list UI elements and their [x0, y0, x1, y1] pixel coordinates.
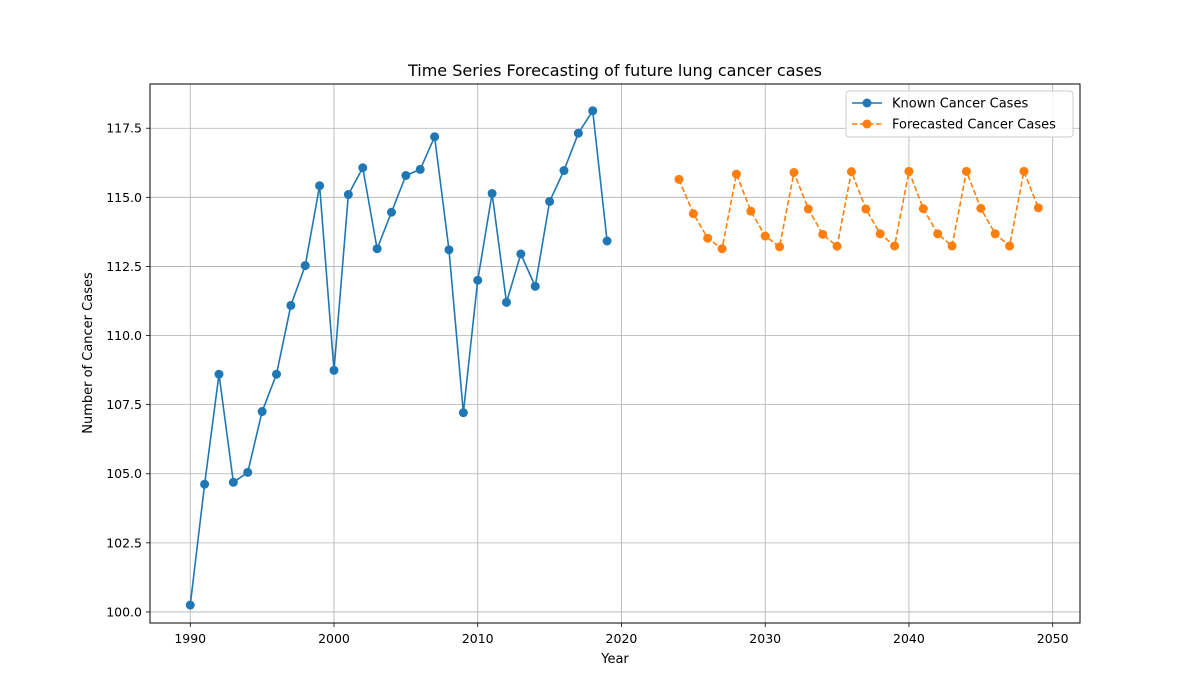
- series-0-point: [559, 166, 569, 176]
- series-0-point: [386, 207, 396, 217]
- series-1-point: [875, 229, 885, 239]
- series-0-point: [573, 128, 583, 138]
- series-0-point: [415, 164, 425, 174]
- series-1-point: [933, 229, 943, 239]
- grid: [150, 84, 1080, 623]
- series-0-point: [329, 365, 339, 375]
- series-0-point: [214, 369, 224, 379]
- series-0-point: [271, 369, 281, 379]
- legend-marker-known: [862, 98, 872, 108]
- series-1-point: [832, 241, 842, 251]
- y-tick-label: 102.5: [106, 535, 142, 550]
- series-0-point: [185, 600, 195, 610]
- series-1-point: [1019, 166, 1029, 176]
- series-0-point: [501, 297, 511, 307]
- legend-box: [845, 90, 1074, 138]
- y-tick-label: 105.0: [106, 466, 142, 481]
- series-0-point: [401, 170, 411, 180]
- series-1-point: [703, 233, 713, 243]
- series-1-point: [803, 204, 813, 214]
- series-0-point: [243, 467, 253, 477]
- series-1-point: [731, 169, 741, 179]
- series-0-point: [545, 196, 555, 206]
- series-layer: [185, 106, 1043, 610]
- y-tick-label: 117.5: [106, 121, 142, 136]
- series-0-point: [588, 106, 598, 116]
- series-1-point: [789, 167, 799, 177]
- y-tick-label: 115.0: [106, 190, 142, 205]
- y-tick-label: 110.0: [106, 328, 142, 343]
- legend: Known Cancer Cases Forecasted Cancer Cas…: [845, 90, 1074, 138]
- series-0-point: [473, 275, 483, 285]
- series-1-point: [1005, 241, 1015, 251]
- series-1-point: [861, 204, 871, 214]
- x-tick-label: 1990: [174, 631, 206, 646]
- series-0-point: [315, 181, 325, 191]
- series-0-point: [602, 236, 612, 246]
- series-1-point: [688, 209, 698, 219]
- series-0-point: [200, 479, 210, 489]
- x-tick-label: 2010: [462, 631, 494, 646]
- chart-title: Time Series Forecasting of future lung c…: [407, 61, 822, 80]
- series-1-point: [717, 244, 727, 254]
- series-0-point: [530, 281, 540, 291]
- series-1-point: [1033, 203, 1043, 213]
- series-0-point: [458, 408, 468, 418]
- plot-frame: [149, 83, 1081, 624]
- series-1-point: [674, 174, 684, 184]
- series-0-point: [372, 244, 382, 254]
- legend-label-known: Known Cancer Cases: [892, 97, 1028, 112]
- x-tick-label: 2050: [1037, 631, 1069, 646]
- series-line-1: [678, 168, 1040, 251]
- series-0-point: [430, 132, 440, 142]
- series-1-point: [904, 166, 914, 176]
- y-tick-label: 107.5: [106, 397, 142, 412]
- series-1-point: [846, 167, 856, 177]
- series-0-point: [444, 245, 454, 255]
- ticks: 1990 2000 2010 2020 2030 2040 2050 100.0 102.5 10…: [106, 121, 1068, 646]
- series-1-point: [961, 166, 971, 176]
- legend-label-forecast: Forecasted Cancer Cases: [892, 118, 1056, 133]
- y-axis-label: Number of Cancer Cases: [81, 272, 96, 434]
- x-tick-label: 2030: [749, 631, 781, 646]
- y-tick-label: 112.5: [106, 259, 142, 274]
- series-1-point: [775, 242, 785, 252]
- x-axis-label: Year: [600, 652, 629, 667]
- series-0-point: [286, 300, 296, 310]
- series-0-point: [516, 249, 526, 259]
- legend-marker-forecast: [862, 119, 872, 129]
- series-0-point: [257, 407, 267, 417]
- series-1-point: [760, 231, 770, 241]
- series-1-point: [890, 241, 900, 251]
- x-tick-label: 2020: [606, 631, 638, 646]
- series-1-point: [818, 229, 828, 239]
- series-line-0: [189, 108, 608, 606]
- series-0-point: [343, 190, 353, 200]
- y-tick-label: 100.0: [106, 604, 142, 619]
- series-0-point: [358, 163, 368, 173]
- series-1-point: [947, 241, 957, 251]
- series-0-point: [228, 477, 238, 487]
- series-1-point: [976, 203, 986, 213]
- x-tick-label: 2040: [893, 631, 925, 646]
- series-1-point: [746, 206, 756, 216]
- series-0-point: [487, 188, 497, 198]
- series-0-point: [300, 261, 310, 271]
- x-tick-label: 2000: [318, 631, 350, 646]
- series-1-point: [918, 204, 928, 214]
- series-1-point: [990, 229, 1000, 239]
